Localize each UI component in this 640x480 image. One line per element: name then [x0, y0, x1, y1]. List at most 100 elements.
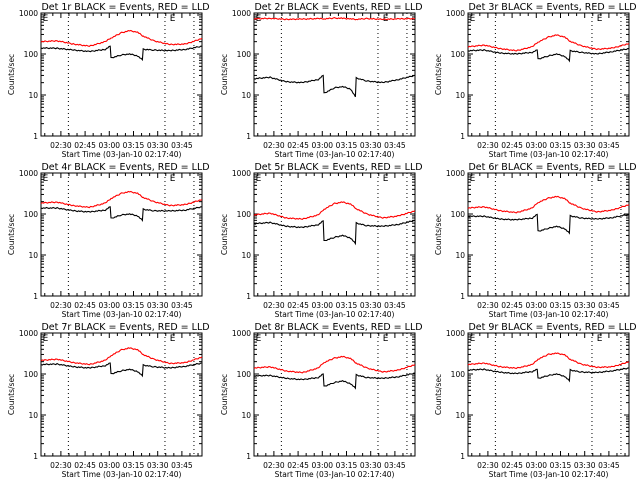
x-tick-label: 03:00 — [98, 141, 120, 150]
y-tick-label: 10 — [28, 91, 38, 100]
x-axis-label: Start Time (03-Jan-10 02:17:40) — [489, 310, 609, 319]
y-axis: 1 10 100 1000 Counts/sec — [7, 9, 202, 141]
series-line-lld — [467, 352, 630, 370]
series-line-lld — [40, 347, 203, 366]
x-tick-label: 03:45 — [171, 461, 193, 470]
y-axis-label: Counts/sec — [220, 214, 229, 255]
y-tick-label: 1000 — [232, 329, 251, 338]
panel-title: Det 2r BLACK = Events, RED = LLD — [254, 2, 422, 13]
x-tick-label: 03:00 — [98, 461, 120, 470]
event-marker: E — [256, 334, 262, 344]
x-tick-label: 02:30 — [263, 301, 285, 310]
x-tick-label: 03:30 — [147, 141, 169, 150]
x-axis-label: Start Time (03-Jan-10 02:17:40) — [62, 470, 182, 479]
panel-det-7: Det 7r BLACK = Events, RED = LLD 1 10 100 10… — [7, 322, 210, 479]
event-marker: E — [470, 14, 476, 24]
x-tick-label: 02:45 — [501, 141, 523, 150]
y-tick-label: 1 — [33, 452, 38, 461]
y-tick-label: 10 — [241, 91, 251, 100]
y-axis: 1 10 100 1000 Counts/sec — [434, 329, 629, 461]
plot-frame — [40, 172, 203, 297]
y-axis-label: Counts/sec — [220, 374, 229, 415]
event-marker: E — [256, 174, 262, 184]
panel-title: Det 6r BLACK = Events, RED = LLD — [468, 162, 636, 173]
y-tick-label: 1 — [460, 292, 465, 301]
y-axis-label: Counts/sec — [434, 374, 443, 415]
y-tick-label: 1 — [460, 132, 465, 141]
x-tick-label: 02:30 — [50, 301, 72, 310]
y-tick-label: 1000 — [446, 329, 465, 338]
y-axis-label: Counts/sec — [220, 54, 229, 95]
x-tick-label: 03:45 — [598, 141, 620, 150]
x-tick-label: 02:45 — [501, 461, 523, 470]
x-tick-label: 03:45 — [171, 301, 193, 310]
x-tick-label: 03:00 — [311, 141, 333, 150]
x-axis-label: Start Time (03-Jan-10 02:17:40) — [275, 310, 395, 319]
x-tick-label: 02:45 — [287, 141, 309, 150]
y-tick-label: 1000 — [232, 169, 251, 178]
panel-title: Det 4r BLACK = Events, RED = LLD — [41, 162, 209, 173]
plot-frame — [40, 332, 203, 457]
x-tick-label: 03:30 — [574, 461, 596, 470]
x-tick-label: 03:30 — [360, 141, 382, 150]
y-tick-label: 1 — [33, 292, 38, 301]
panel-title: Det 3r BLACK = Events, RED = LLD — [468, 2, 636, 13]
x-tick-label: 02:30 — [50, 461, 72, 470]
event-marker: E — [383, 174, 389, 184]
series-line-events — [40, 206, 202, 222]
y-axis: 1 10 100 1000 Counts/sec — [7, 329, 202, 461]
y-tick-label: 1 — [246, 132, 251, 141]
y-axis: 1 10 100 1000 Counts/sec — [220, 169, 415, 301]
x-tick-label: 03:45 — [598, 301, 620, 310]
x-tick-label: 02:45 — [287, 301, 309, 310]
series-line-lld — [253, 17, 416, 21]
series-line-events — [253, 372, 416, 390]
x-tick-label: 03:15 — [550, 301, 572, 310]
x-tick-label: 03:45 — [171, 141, 193, 150]
panel-det-6: Det 6r BLACK = Events, RED = LLD 1 10 100 10… — [434, 162, 637, 319]
x-tick-label: 03:15 — [336, 141, 358, 150]
x-tick-label: 03:15 — [123, 461, 145, 470]
event-marker: E — [43, 174, 49, 184]
y-tick-label: 1000 — [446, 169, 465, 178]
y-tick-label: 100 — [237, 210, 252, 219]
y-tick-label: 1000 — [232, 9, 251, 18]
x-tick-label: 03:30 — [574, 141, 596, 150]
x-tick-label: 02:45 — [74, 461, 96, 470]
x-tick-label: 02:30 — [263, 141, 285, 150]
y-axis-label: Counts/sec — [7, 374, 16, 415]
series-line-events — [253, 74, 416, 98]
panel-title: Det 5r BLACK = Events, RED = LLD — [254, 162, 422, 173]
y-tick-label: 100 — [237, 50, 252, 59]
panel-det-1: Det 1r BLACK = Events, RED = LLD 1 10 100 10… — [7, 2, 210, 159]
y-axis-label: Counts/sec — [434, 214, 443, 255]
y-tick-label: 10 — [241, 251, 251, 260]
y-tick-label: 1000 — [19, 9, 38, 18]
x-tick-label: 03:00 — [98, 301, 120, 310]
x-axis-label: Start Time (03-Jan-10 02:17:40) — [62, 150, 182, 159]
x-tick-label: 02:30 — [50, 141, 72, 150]
event-marker: E — [43, 14, 49, 24]
x-tick-label: 02:45 — [74, 141, 96, 150]
x-tick-label: 03:00 — [311, 461, 333, 470]
x-tick-label: 03:30 — [360, 301, 382, 310]
x-tick-label: 03:00 — [311, 301, 333, 310]
x-tick-label: 03:30 — [360, 461, 382, 470]
event-marker: E — [597, 174, 603, 184]
plot-frame — [467, 172, 630, 297]
x-tick-label: 02:45 — [74, 301, 96, 310]
y-tick-label: 100 — [237, 370, 252, 379]
y-tick-label: 10 — [455, 411, 465, 420]
x-tick-label: 03:00 — [525, 141, 547, 150]
y-tick-label: 100 — [451, 210, 466, 219]
panel-det-3: Det 3r BLACK = Events, RED = LLD 1 10 100 10… — [434, 2, 637, 159]
y-tick-label: 10 — [28, 411, 38, 420]
